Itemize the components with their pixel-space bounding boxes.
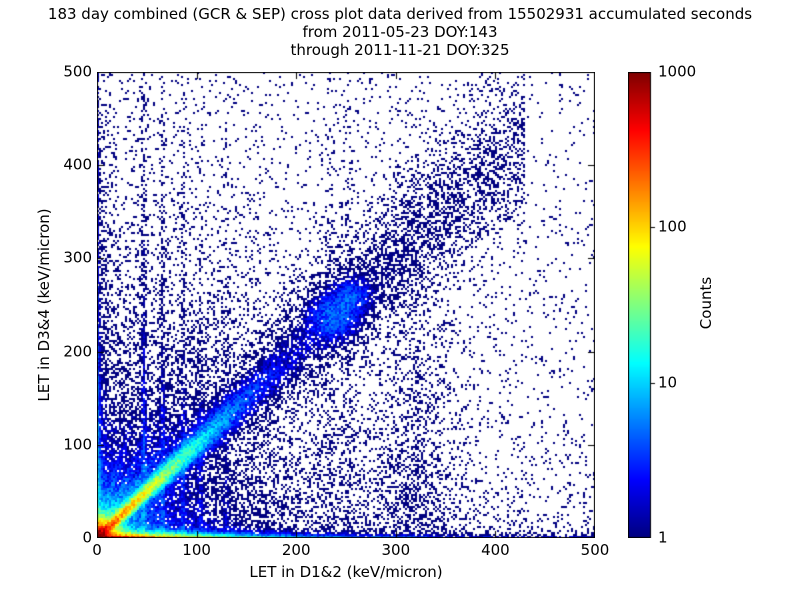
colorbar-label: Counts bbox=[697, 276, 715, 330]
colorbar-tick-label: 1000 bbox=[658, 62, 697, 81]
y-tick-label: 500 bbox=[63, 62, 92, 81]
x-tick-label: 400 bbox=[481, 541, 510, 559]
y-tick-label: 200 bbox=[63, 342, 92, 361]
cross-plot-canvas bbox=[97, 72, 595, 538]
colorbar-tick-label: 100 bbox=[658, 217, 687, 236]
y-axis-label: LET in D3&4 (keV/micron) bbox=[35, 208, 53, 402]
y-tick-label: 400 bbox=[63, 155, 92, 174]
y-tick-label: 100 bbox=[63, 435, 92, 454]
x-tick-label: 200 bbox=[281, 541, 311, 559]
colorbar-tick-label: 10 bbox=[658, 373, 678, 392]
chart-title: 183 day combined (GCR & SEP) cross plot … bbox=[47, 5, 753, 23]
colorbar-canvas bbox=[628, 72, 656, 538]
chart-subtitle-through: through 2011-11-21 DOY:325 bbox=[290, 41, 510, 59]
colorbar-tick-label: 1 bbox=[658, 528, 668, 547]
x-axis-label: LET in D1&2 (keV/micron) bbox=[249, 563, 443, 581]
y-tick-label: 0 bbox=[82, 528, 92, 547]
x-tick-label: 100 bbox=[182, 541, 211, 559]
y-tick-label: 300 bbox=[63, 248, 92, 267]
x-tick-label: 300 bbox=[381, 541, 411, 559]
x-tick-label: 0 bbox=[92, 541, 102, 559]
x-tick-label: 500 bbox=[580, 541, 610, 559]
chart-subtitle-from: from 2011-05-23 DOY:143 bbox=[302, 23, 498, 41]
